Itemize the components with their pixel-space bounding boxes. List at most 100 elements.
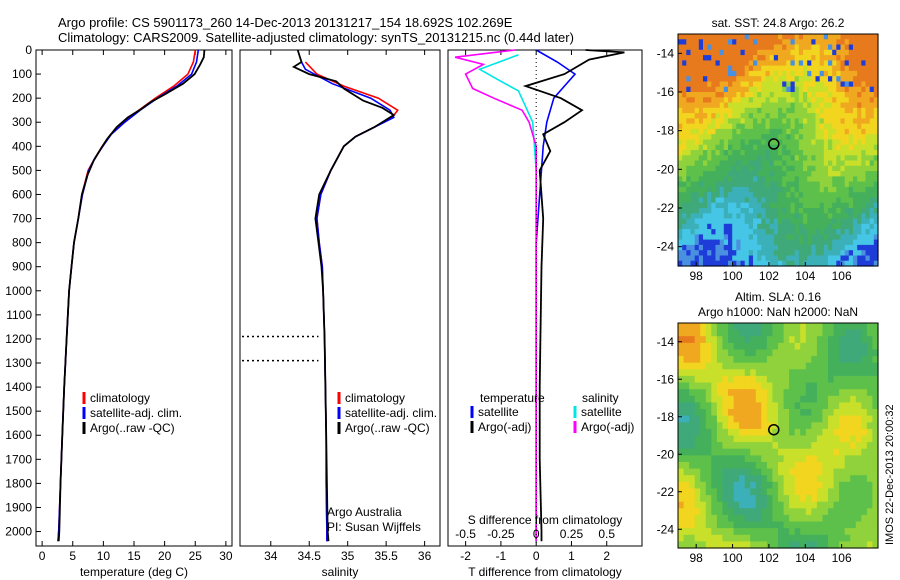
map-cell <box>773 171 779 177</box>
map-cell <box>822 448 829 456</box>
map-cell <box>790 260 796 267</box>
map-cell <box>705 442 712 450</box>
map-cell <box>790 107 796 114</box>
map-cell <box>715 34 721 40</box>
map-cell <box>840 208 846 214</box>
map-cell <box>807 165 812 172</box>
map-cell <box>761 123 767 130</box>
map-cell <box>786 234 792 241</box>
map-cell <box>761 501 768 509</box>
map-cell <box>765 160 771 167</box>
map-cell <box>855 375 862 384</box>
map-cell <box>778 70 783 77</box>
map-cell <box>700 488 707 496</box>
map-cell <box>800 356 807 364</box>
map-cell <box>682 44 687 51</box>
map-cell <box>805 409 812 417</box>
map-cell <box>866 468 874 476</box>
map-cell <box>719 155 725 162</box>
map-cell <box>803 229 808 235</box>
map-cell <box>807 65 812 72</box>
map-cell <box>828 534 835 542</box>
map-cell <box>757 81 762 88</box>
map-cell <box>869 139 875 146</box>
map-cell <box>844 382 851 390</box>
map-cell <box>805 442 812 450</box>
map-cell <box>740 128 746 135</box>
map-cell <box>773 113 779 119</box>
map-cell <box>732 150 737 156</box>
map-cell <box>732 229 737 235</box>
map-cell <box>866 475 874 483</box>
map-cell <box>736 244 742 251</box>
map-cell <box>694 528 701 536</box>
map-cell <box>723 92 729 98</box>
map-cell <box>694 139 700 146</box>
map-cell <box>739 362 746 370</box>
map-cell <box>757 113 762 119</box>
map-cell <box>753 44 758 51</box>
map-cell <box>844 329 851 337</box>
map-cell <box>786 134 792 141</box>
map-cell <box>803 102 808 109</box>
map-cell <box>732 197 737 204</box>
legend-temp-entry-0: climatology <box>90 391 150 405</box>
map-cell <box>732 160 737 167</box>
map-cell <box>694 514 701 523</box>
map-cell <box>744 362 751 370</box>
map-cell <box>711 448 718 456</box>
map-cell <box>748 197 754 204</box>
map-cell <box>823 118 829 125</box>
map-cell <box>844 342 851 351</box>
map-cell <box>723 97 729 104</box>
map-cell <box>703 34 708 40</box>
map-cell <box>772 369 779 377</box>
map-cell <box>805 448 812 456</box>
map-cell <box>736 165 742 172</box>
map-cell <box>761 213 767 220</box>
map-cell <box>732 202 737 209</box>
map-cell <box>678 60 683 67</box>
map-cell <box>778 192 783 199</box>
map-cell <box>698 113 704 119</box>
map-cell <box>833 448 840 456</box>
map-cell <box>811 409 818 417</box>
map-cell <box>766 455 774 463</box>
map-cell <box>828 329 835 337</box>
map-cell <box>840 181 846 188</box>
map-cell <box>744 70 750 77</box>
map-cell <box>728 336 735 344</box>
map-cell <box>744 208 750 214</box>
map-cell <box>744 144 750 151</box>
map-cell <box>866 528 874 536</box>
map-cell <box>790 150 796 156</box>
map-cell <box>686 186 692 193</box>
map-cell <box>855 323 862 331</box>
map-cell <box>772 534 779 542</box>
map-cell <box>715 223 721 230</box>
map-cell <box>783 442 790 450</box>
map-cell <box>850 475 857 483</box>
map-cell <box>794 541 801 549</box>
map-cell <box>850 468 857 476</box>
map-cell <box>823 244 829 251</box>
map-cell <box>723 144 729 151</box>
map-cell <box>811 234 817 241</box>
map-cell <box>728 541 735 549</box>
map-cell <box>769 186 775 193</box>
map-cell <box>861 60 867 67</box>
map-cell <box>794 323 801 331</box>
map-cell <box>690 213 696 220</box>
map-cell <box>744 468 751 476</box>
map-cell <box>790 134 796 141</box>
map-cell <box>869 113 875 119</box>
map-cell <box>823 197 829 204</box>
map-cell <box>769 155 775 162</box>
map-cell <box>828 218 833 225</box>
map-cell <box>739 395 746 403</box>
map-cell <box>828 139 833 146</box>
map-cell <box>766 448 774 456</box>
map-cell <box>873 260 879 267</box>
map-cell <box>728 375 735 384</box>
map-cell <box>873 213 879 220</box>
